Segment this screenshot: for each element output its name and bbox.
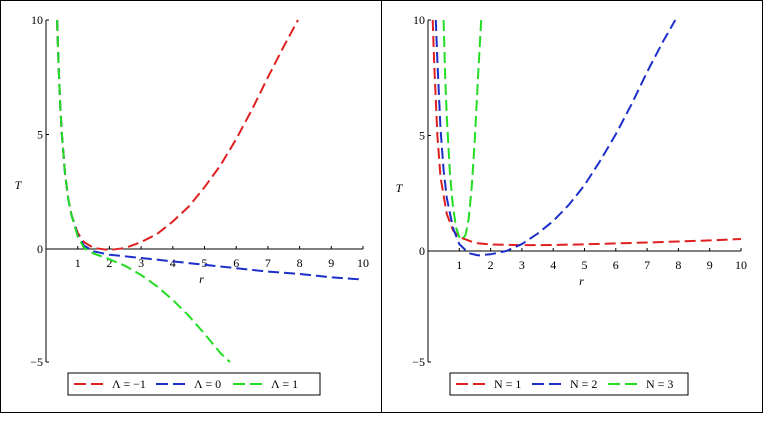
- lambda-x-tick-label: 4: [170, 256, 176, 270]
- lambda-legend-label-2: Λ = 0: [194, 377, 221, 391]
- lambda-series-line-2: [56, 19, 364, 281]
- lambda-series-line-1: [56, 19, 299, 252]
- n-legend-label-1: N = 1: [494, 377, 521, 391]
- lambda-y-axis-label: T: [15, 178, 23, 192]
- lambda-x-tick-label: 9: [328, 256, 334, 270]
- lambda-x-tick-label: 10: [357, 256, 369, 270]
- lambda-legend: [67, 372, 321, 396]
- lambda-x-tick-label: 8: [297, 256, 303, 270]
- n-x-tick-label: 1: [456, 258, 462, 272]
- n-x-tick-label: 3: [519, 258, 525, 272]
- lambda-x-tick-label: 1: [75, 256, 81, 270]
- n-x-tick-label: 9: [707, 258, 713, 272]
- lambda-x-tick-label: 2: [106, 256, 112, 270]
- n-x-tick-label: 6: [613, 258, 619, 272]
- n-legend-label-2: N = 2: [570, 377, 597, 391]
- n-x-tick-label: 7: [644, 258, 650, 272]
- lambda-x-tick-label: 3: [138, 256, 144, 270]
- lambda-x-axis-label: r: [199, 272, 204, 286]
- n-legend: [449, 372, 689, 396]
- lambda-y-tick-label: −5: [30, 355, 43, 369]
- lambda-y-tick-label: 10: [31, 13, 43, 27]
- lambda-y-tick-label: 5: [37, 128, 43, 142]
- lambda-series-line-3: [56, 19, 231, 363]
- n-y-tick-label: 5: [419, 129, 425, 143]
- n-x-tick-label: 2: [488, 258, 494, 272]
- n-x-tick-label: 5: [582, 258, 588, 272]
- n-y-tick-label: 10: [413, 13, 425, 27]
- lambda-legend-label-1: Λ = −1: [112, 377, 146, 391]
- n-series-line-1: [431, 19, 742, 247]
- n-y-tick-label: −5: [412, 355, 425, 369]
- n-y-axis-label: T: [396, 181, 404, 195]
- n-x-tick-label: 10: [735, 258, 747, 272]
- n-x-axis-label: r: [579, 274, 584, 288]
- chart-panel-n: 1 2 3 4 5 6 7 8 9 10 −5 0 5 10 r T N = 1 N = 2 N = 3: [396, 13, 747, 396]
- n-series-line-2: [434, 19, 677, 257]
- n-legend-label-3: N = 3: [646, 377, 673, 391]
- lambda-y-tick-label: 0: [37, 242, 43, 256]
- n-series-line-3: [442, 19, 483, 241]
- n-x-tick-label: 8: [675, 258, 681, 272]
- lambda-x-tick-label: 7: [265, 256, 271, 270]
- chart-panel-lambda: 1 2 3 4 5 6 7 8 9 10 −5 0 5 10 r T Λ = −1 Λ = 0 Λ = 1: [15, 13, 369, 396]
- lambda-x-tick-label: 6: [233, 256, 239, 270]
- n-x-tick-label: 4: [550, 258, 556, 272]
- lambda-legend-label-3: Λ = 1: [271, 377, 298, 391]
- lambda-x-tick-label: 5: [202, 256, 208, 270]
- n-y-tick-label: 0: [419, 244, 425, 258]
